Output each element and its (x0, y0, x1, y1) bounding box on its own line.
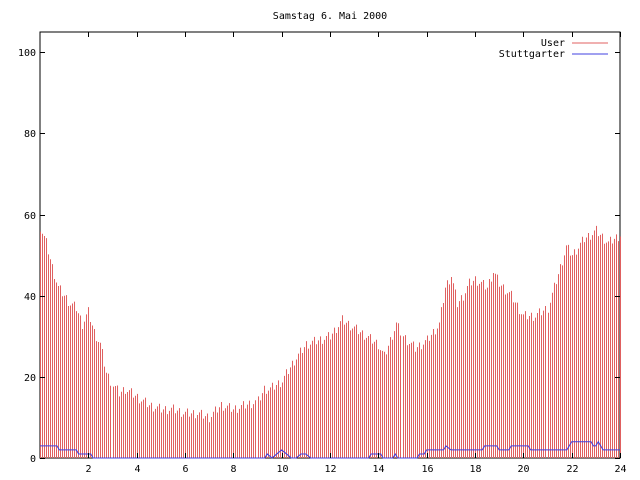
y-tick-label: 60 (24, 211, 36, 222)
stuttgarter-line (40, 440, 620, 459)
x-tick-label: 10 (276, 464, 288, 475)
x-tick-label: 8 (230, 464, 236, 475)
y-tick-label: 20 (24, 373, 36, 384)
x-tick-label: 14 (372, 464, 384, 475)
y-tick-label: 40 (24, 292, 36, 303)
x-tick-label: 16 (421, 464, 433, 475)
chart-title: Samstag 6. Mai 2000 (273, 11, 387, 22)
x-tick-label: 6 (182, 464, 188, 475)
y-tick-label: 80 (24, 129, 36, 140)
user-bars (40, 225, 621, 458)
x-tick-label: 12 (324, 464, 336, 475)
x-tick-label: 18 (469, 464, 481, 475)
legend-label-stuttgarter: Stuttgarter (499, 49, 565, 60)
x-tick-label: 2 (85, 464, 91, 475)
x-tick-label: 20 (517, 464, 529, 475)
x-tick-label: 22 (566, 464, 578, 475)
y-tick-label: 100 (18, 48, 36, 59)
legend-label-user: User (541, 38, 565, 49)
x-tick-label: 24 (614, 464, 626, 475)
legend: User Stuttgarter (499, 38, 608, 60)
y-tick-label: 0 (30, 454, 36, 465)
axis-ticks (40, 32, 621, 459)
x-tick-label: 4 (134, 464, 140, 475)
